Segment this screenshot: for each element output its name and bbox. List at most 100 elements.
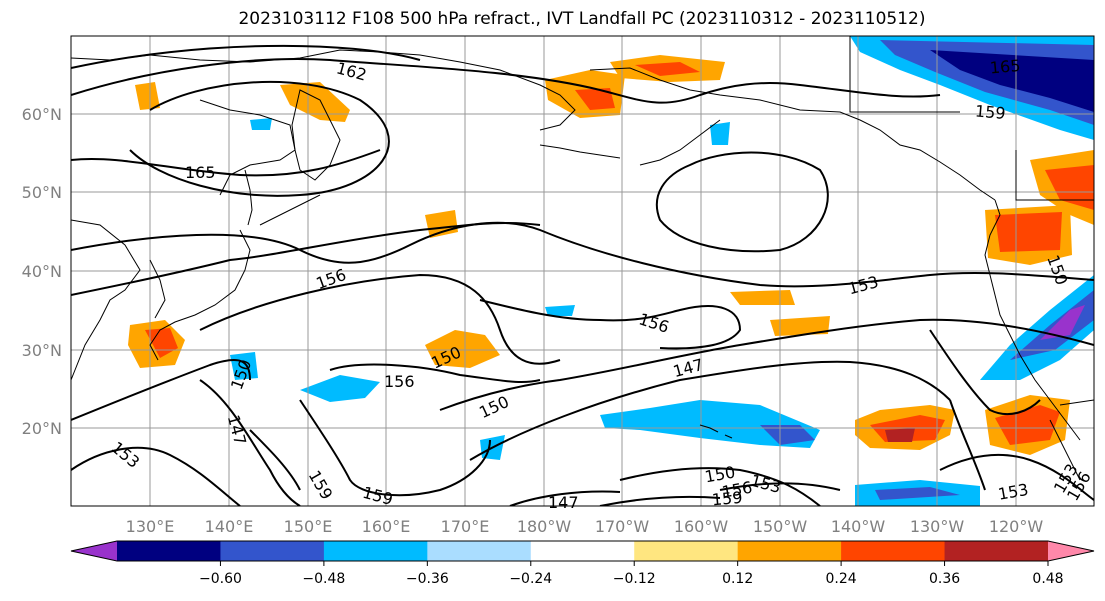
map-panel: 162 165 156 150 150 147 156 150 156 147 … [70,35,1095,512]
coastline-okhotsk [199,99,296,196]
longitude-label: 180°W [517,517,572,536]
border-usa-mexico [1059,399,1094,406]
colorbar-segment [427,541,532,561]
positive-kamchatka [135,82,160,110]
coastline-aleutians [539,144,621,159]
longitude-label: 170°W [595,517,650,536]
longitude-label: 130°W [910,517,965,536]
colorbar-tick-label: −0.12 [613,571,656,587]
contour-label: 159 [974,101,1006,123]
contour-147-south [509,490,621,506]
contour-subpolar-low [655,151,829,253]
contour-label: 165 [989,56,1021,78]
colorbar-tick-label: 0.24 [826,571,857,587]
latitude-label: 60°N [22,105,62,124]
contour-150-south [619,467,821,506]
colorbar-segment [323,541,428,561]
colorbar-tick-label: 0.36 [929,571,960,587]
colorbar-segment [117,541,221,561]
contour-165 [71,149,381,177]
negative-small-alaska [710,122,730,145]
contour-156-mid [199,273,561,365]
colorbar-tick-label: 0.12 [722,571,753,587]
positive-west-coast-north-core [1045,165,1094,210]
map-frame [70,35,1095,507]
coastline-china [71,219,141,381]
longitude-label: 130°E [126,517,175,536]
negative-small-sakhalin [250,118,272,130]
negative-band-northeast-core [930,50,1094,112]
coastline-mexico [1049,419,1081,481]
contour-153-se [939,453,1094,501]
negative-subtropical-central-core [760,425,815,445]
positive-east-pacific [730,290,795,305]
colorbar-segment [634,541,739,561]
negative-subtropical-central [600,400,820,448]
colorbar: −0.60 −0.48 −0.36 −0.24 −0.12 0.12 0.24 0.36 0.4… [70,540,1095,587]
negative-small-pacific [545,305,575,316]
coastline-japan [149,229,251,361]
colorbar-segment [530,541,635,561]
contour-147 [469,360,951,461]
longitude-labels: 130°E 140°E 150°E 160°E 170°E 180°W 170°… [126,517,1044,536]
coastlines [71,49,1081,481]
colorbar-tick-label: −0.48 [302,571,345,587]
coastline-alaska-peninsula [639,119,721,166]
colorbar-segment [220,541,325,561]
coastline-siberia [71,49,576,131]
longitude-label: 160°E [362,517,411,536]
contour-156-north [71,221,1094,288]
contour-159 [299,399,491,497]
positive-alaska-north-core [635,62,700,76]
border-alaska-canada [849,36,960,113]
negative-band-southwest-center [1040,305,1085,340]
longitude-label: 170°E [441,517,490,536]
contour-150-east-loop [479,299,742,350]
contour-label: 165 [185,163,216,182]
contour-label: 147 [548,493,579,512]
negative-subtropical-west [300,375,380,402]
colorbar-tick-label: −0.60 [199,571,242,587]
contour-156-se [719,482,841,491]
colorbar-tick-label: 0.48 [1032,571,1063,587]
contour-147-west [199,379,301,506]
colorbar-ticks: −0.60 −0.48 −0.36 −0.24 −0.12 0.12 0.24 0.36 0.4… [199,561,1064,587]
contour-165-ring [129,80,390,197]
positive-subtropical-far-east-core [995,405,1060,445]
latitude-labels: 60°N 50°N 40°N 30°N 20°N [22,105,62,438]
colorbar-segments [70,540,1095,562]
positive-bering-west [280,82,350,122]
longitude-label: 150°E [284,517,333,536]
longitude-label: 120°W [989,517,1044,536]
map-title: 2023103112 F108 500 hPa refract., IVT La… [238,9,926,29]
border-canada-usa [1015,150,1094,201]
coastline-hawaii [699,424,733,439]
political-borders [849,36,1094,406]
positive-bering-core [575,88,615,110]
contour-153-east-loop [929,329,1041,416]
positive-west-coast-mid-core [995,212,1062,252]
negative-far-south-east-core [875,487,960,500]
colorbar-segment [737,541,842,561]
coastline-kuril-islands [259,194,321,226]
contour-162-upper [71,44,421,69]
contour-147-east [949,399,986,491]
colorbar-extend-min [71,541,117,561]
anomaly-shading [128,36,1094,506]
longitude-label: 140°E [205,517,254,536]
contour-162 [71,58,941,104]
coastline-sakhalin [244,169,253,226]
latitude-label: 50°N [22,183,62,202]
height-contours [71,44,1094,506]
latitude-label: 20°N [22,419,62,438]
longitude-label: 160°W [674,517,729,536]
coastline-bc [984,199,1081,441]
negative-band-southwest [980,275,1094,380]
contour-153-west [71,446,241,506]
contour-153-north [71,221,541,296]
latitude-label: 30°N [22,341,62,360]
contour-150 [71,359,251,421]
colorbar-tick-label: −0.36 [406,571,449,587]
colorbar-tick-label: −0.24 [509,571,552,587]
positive-subtropical-east-max [885,428,915,442]
